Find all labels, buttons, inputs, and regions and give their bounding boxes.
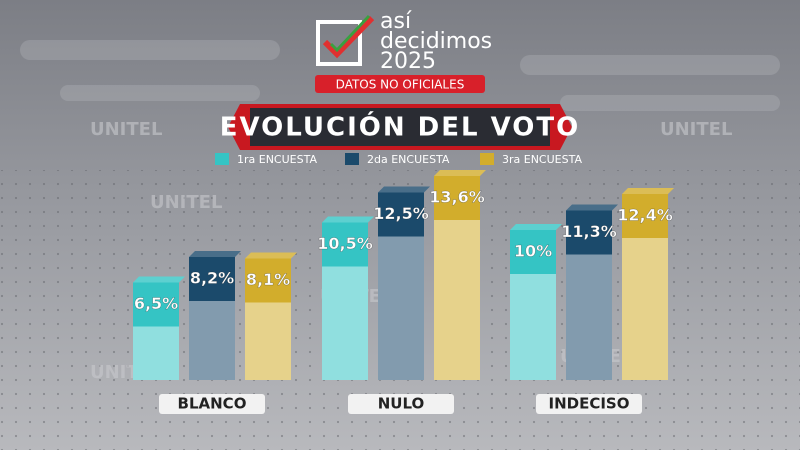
bar-cap-top — [189, 251, 241, 257]
value-label: 10% — [514, 242, 552, 261]
x-tick-label: INDECISO — [549, 395, 630, 413]
legend-swatch — [480, 153, 494, 165]
category-pill — [536, 394, 642, 414]
logo-text: así — [380, 9, 412, 34]
logo-box — [316, 20, 362, 66]
watermark: UNITEL — [660, 119, 732, 140]
chart-title: EVOLUCIÓN DEL VOTO — [220, 111, 581, 143]
bar-cap-top — [510, 224, 562, 230]
value-label: 13,6% — [429, 188, 485, 207]
watermark: UNITEL — [150, 192, 222, 213]
logo-check — [322, 15, 375, 59]
bar-cap-top — [434, 170, 486, 176]
bar-cap — [378, 192, 424, 237]
bar-cap-top — [378, 186, 430, 193]
value-label: 10,5% — [317, 234, 373, 253]
bar-cap — [510, 230, 556, 274]
category-pill — [348, 394, 454, 414]
value-label: 11,3% — [561, 222, 617, 241]
bar-cap — [434, 176, 480, 220]
logo-text: decidimos — [380, 29, 492, 54]
bar-cap — [133, 282, 179, 327]
logo: así decidimos 2025 DATOS NO OFICIALES — [315, 9, 492, 93]
watermark: UNITEL — [90, 119, 162, 140]
bar-cap-top — [622, 188, 674, 194]
value-label: 12,4% — [617, 206, 673, 225]
bar-cap — [189, 257, 235, 301]
bar-cap — [622, 194, 668, 238]
legend-label: 2da ENCUESTA — [367, 153, 450, 166]
bar-cap — [322, 222, 368, 267]
value-label: 8,2% — [190, 269, 234, 288]
legend-label: 3ra ENCUESTA — [502, 153, 582, 166]
logo-check-accent — [329, 14, 371, 53]
value-label: 6,5% — [134, 294, 178, 313]
bar-cap-top — [245, 252, 297, 259]
bar-cap — [566, 210, 612, 255]
category-pill — [159, 394, 265, 414]
legend-swatch — [215, 153, 229, 165]
bar-cap — [245, 258, 291, 303]
legend-label: 1ra ENCUESTA — [237, 153, 317, 166]
bar-cap-top — [322, 216, 374, 223]
x-tick-label: BLANCO — [178, 395, 247, 413]
logo-badge-text: DATOS NO OFICIALES — [336, 78, 465, 92]
title-plate — [250, 108, 550, 146]
value-label: 8,1% — [246, 270, 290, 289]
decor-bars — [20, 40, 780, 111]
logo-text: 2025 — [380, 49, 436, 74]
bar-cap-top — [133, 276, 185, 283]
value-label: 12,5% — [373, 204, 429, 223]
logo-badge — [315, 75, 485, 93]
bar-cap-top — [566, 204, 618, 211]
x-tick-label: NULO — [378, 395, 425, 413]
legend-swatch — [345, 153, 359, 165]
